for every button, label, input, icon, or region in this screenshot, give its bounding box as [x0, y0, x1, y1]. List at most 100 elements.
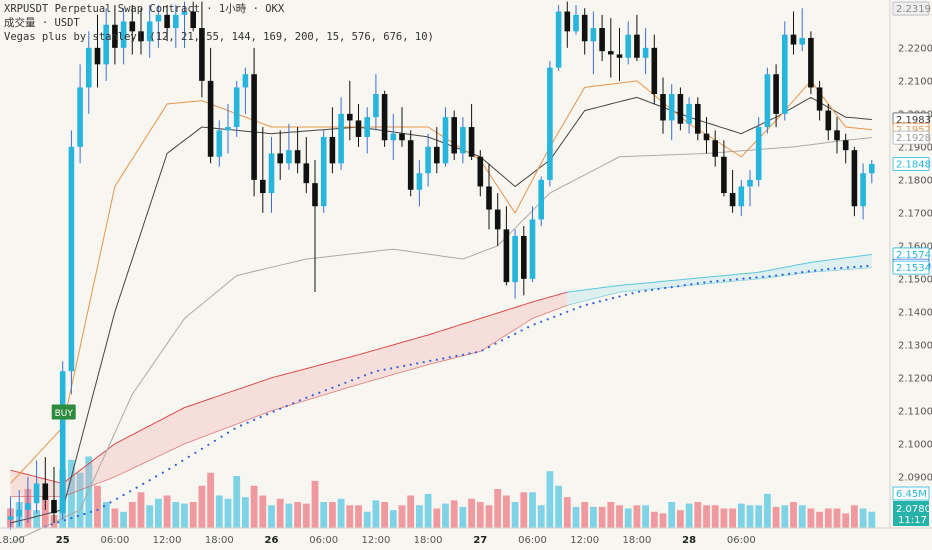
volume-bar [790, 502, 797, 528]
trend-dot [337, 384, 340, 387]
volume-bar [694, 502, 702, 528]
trend-dot [455, 354, 458, 358]
price-axis[interactable]: 2.22002.21002.20002.19002.18002.17002.16… [889, 0, 932, 550]
trend-dot [833, 267, 836, 270]
volume-bar [337, 498, 345, 528]
volume-bar [755, 505, 763, 528]
trend-dot [533, 323, 536, 326]
candle-body [303, 163, 310, 184]
trend-dot [403, 364, 406, 367]
candle-body [790, 34, 797, 45]
candle-body [407, 140, 414, 190]
time-tick-label: 18:00 [205, 535, 234, 546]
volume-bar [520, 492, 528, 528]
volume-bar [389, 510, 397, 528]
candle-body [503, 229, 510, 283]
candle-body [286, 150, 292, 164]
volume-bar [511, 502, 519, 528]
volume-bar [650, 511, 658, 528]
candle-body [381, 94, 388, 141]
time-tick-label: 06:00 [309, 535, 338, 546]
ema-gray-line [10, 137, 872, 544]
trend-dot [664, 286, 667, 290]
volume-layer [7, 456, 876, 528]
trend-dot [383, 368, 386, 371]
candle-body [668, 94, 675, 121]
trend-dot [331, 386, 334, 389]
trend-dot [716, 280, 719, 283]
trend-dot [540, 320, 543, 323]
candle-body [207, 80, 214, 157]
price-label-text: 2.1574 [896, 250, 931, 261]
trend-dot [781, 273, 784, 276]
trend-dot [644, 289, 647, 292]
candle-body [216, 130, 223, 157]
candle-body [755, 127, 762, 180]
trend-dot [481, 349, 484, 352]
price-tick-label: 2.1400 [898, 307, 932, 318]
trend-dot [429, 359, 432, 362]
volume-bar [590, 506, 597, 528]
candle-body [129, 21, 136, 32]
volume-bar [268, 505, 275, 528]
trend-dot [253, 418, 256, 421]
time-axis[interactable]: 18:00 25 06:00 12:00 18:00 26 06:00 12:00 18:00 2… [0, 527, 932, 546]
candle-body [138, 31, 144, 42]
trend-dot [370, 371, 373, 374]
volume-bar [598, 506, 606, 528]
volume-bar [546, 471, 554, 528]
volume-bar [624, 508, 632, 528]
trend-dot [272, 410, 275, 413]
trend-dot [840, 266, 843, 270]
time-tick-label: 12:00 [570, 535, 599, 546]
candle-body [146, 21, 153, 42]
candle-body [869, 164, 875, 174]
trend-dot [416, 362, 419, 365]
candle-body [468, 127, 475, 157]
trend-dot [96, 508, 99, 511]
volume-bar [450, 500, 458, 528]
candle-body [103, 24, 109, 65]
trend-dot [742, 277, 745, 280]
candle-body [634, 34, 640, 58]
volume-bar [711, 505, 719, 528]
volume-bar [703, 505, 710, 528]
trend-dot [520, 329, 523, 332]
volume-bar [572, 506, 580, 528]
price-tick-label: 2.1900 [898, 142, 932, 153]
volume-bar [798, 505, 806, 528]
tunnel-layer [10, 253, 872, 528]
candle-body [616, 54, 623, 58]
time-tick-label: 28 [682, 535, 696, 546]
trend-dot [461, 353, 464, 356]
time-tick-label: 27 [473, 535, 487, 546]
trend-dot [494, 342, 497, 345]
trend-dot [468, 352, 471, 355]
trend-dot [657, 287, 660, 291]
candle-body [581, 14, 588, 42]
candle-body [547, 67, 553, 180]
trend-dot [579, 305, 582, 308]
candle-body [573, 14, 579, 32]
candle-body [851, 150, 858, 207]
volume-bar [563, 497, 571, 528]
trend-dot [435, 358, 438, 361]
volume-bar [424, 493, 432, 528]
price-tick-label: 2.1100 [898, 406, 932, 417]
trend-dot [350, 379, 354, 382]
trend-dot [155, 475, 158, 478]
trend-dot [161, 471, 164, 474]
red-tunnel-upper [10, 291, 568, 484]
trend-dot [142, 482, 145, 485]
candle-body [460, 127, 466, 154]
volume-bar [311, 480, 319, 528]
cyan-tunnel-lower [567, 267, 872, 306]
trend-dot [748, 276, 752, 280]
trend-dot [559, 313, 562, 316]
volume-bar [537, 505, 545, 528]
time-tick-label: 06:00 [727, 535, 756, 546]
candle-body [764, 74, 771, 128]
volume-bar [616, 505, 623, 528]
price-tick-label: 2.1800 [898, 175, 932, 186]
